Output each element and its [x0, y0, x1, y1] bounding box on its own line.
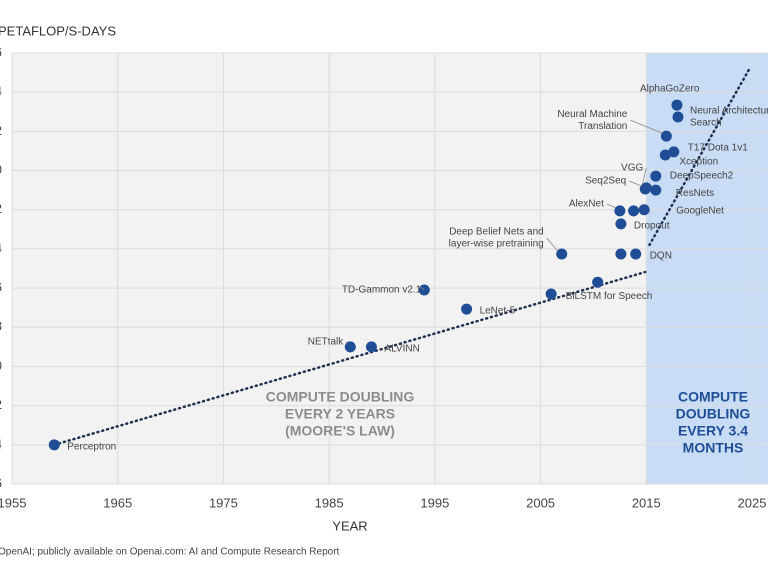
y-tick-label: 2 — [0, 397, 2, 412]
y-tick-label: 8 — [0, 319, 2, 334]
point-label: Neural Machine — [557, 109, 627, 120]
y-tick-label: 6 — [0, 44, 2, 59]
data-point — [48, 439, 60, 451]
point-label: ResNets — [676, 188, 714, 199]
data-point — [615, 218, 627, 230]
point-label: layer-wise pretraining — [449, 239, 544, 250]
data-point — [615, 248, 627, 260]
y-tick-label: 4 — [0, 436, 2, 451]
highlight-region — [646, 53, 768, 484]
point-label: BiLSTM for Speech — [566, 291, 653, 302]
leader-line — [546, 237, 559, 252]
data-point — [650, 170, 662, 182]
point-label: VGG — [621, 163, 643, 174]
y-tick-label: 4 — [0, 240, 2, 255]
point-label: AlphaGoZero — [640, 84, 700, 95]
data-point — [659, 149, 671, 161]
point-label: Dropout — [634, 220, 670, 231]
data-point — [638, 204, 650, 216]
data-point — [628, 205, 640, 217]
data-point — [461, 303, 473, 315]
annotation: COMPUTE DOUBLING — [266, 389, 415, 405]
x-tick-label: 1985 — [315, 495, 344, 510]
y-tick-label: 0 — [0, 358, 2, 373]
point-label: T17 Dota 1v1 — [688, 142, 748, 153]
data-point — [639, 183, 651, 195]
point-label: Search — [690, 118, 722, 129]
x-tick-label: 2005 — [526, 495, 555, 510]
point-label: Xception — [679, 157, 718, 168]
point-label: TD-Gammon v2.1 — [342, 285, 422, 296]
y-tick-label: 6 — [0, 280, 2, 295]
point-label: Seq2Seq — [585, 176, 626, 187]
point-label: AlexNet — [569, 199, 604, 210]
data-point — [630, 248, 642, 260]
annotation: EVERY 3.4 — [678, 423, 748, 439]
data-point — [365, 341, 377, 353]
x-tick-label: 1975 — [209, 495, 238, 510]
x-tick-label: 2015 — [632, 495, 661, 510]
data-point — [344, 341, 356, 353]
point-label: DeepSpeech2 — [670, 171, 734, 182]
data-point — [671, 99, 683, 111]
data-point — [556, 248, 568, 260]
annotation: EVERY 2 YEARS — [285, 406, 395, 422]
point-label: LeNet-5 — [480, 306, 516, 317]
point-label: Translation — [578, 121, 627, 132]
point-label: Perceptron — [67, 441, 116, 452]
point-label: Neural Architecture — [690, 106, 768, 117]
source: OpenAI; publicly available on Openai.com… — [0, 547, 340, 558]
leader-line — [641, 167, 647, 185]
annotation: MONTHS — [683, 440, 744, 456]
x-tick-label: 1965 — [103, 495, 132, 510]
leader-line — [629, 180, 642, 187]
data-point — [614, 205, 626, 217]
data-point — [592, 276, 604, 288]
point-label: ALVINN — [384, 344, 419, 355]
x-tick-label: 2025 — [738, 495, 767, 510]
annotation: (MOORE'S LAW) — [285, 423, 395, 439]
y-tick-label: 2 — [0, 201, 2, 216]
data-point — [668, 146, 680, 158]
x-axis-title: YEAR — [332, 518, 367, 533]
leader-line — [606, 203, 617, 209]
trend-line — [648, 66, 752, 247]
point-label: GoogleNet — [676, 205, 724, 216]
point-label: Deep Belief Nets and — [449, 227, 544, 238]
x-tick-label: 1995 — [420, 495, 449, 510]
leader-line — [420, 286, 425, 291]
x-tick-label: 1955 — [0, 495, 26, 510]
point-label: NETtalk — [308, 337, 345, 348]
leader-line — [630, 119, 663, 134]
annotation: DOUBLING — [676, 406, 751, 422]
data-point — [650, 184, 662, 196]
annotation: COMPUTE — [678, 389, 748, 405]
y-axis-title: PETAFLOP/S-DAYS — [0, 23, 116, 38]
y-tick-label: 6 — [0, 475, 2, 490]
point-label: DQN — [650, 251, 672, 262]
y-tick-label: 4 — [0, 84, 2, 99]
data-point — [672, 111, 684, 123]
data-point — [660, 130, 672, 142]
data-point — [545, 288, 557, 300]
y-tick-label: 0 — [0, 162, 2, 177]
y-tick-label: 2 — [0, 123, 2, 138]
